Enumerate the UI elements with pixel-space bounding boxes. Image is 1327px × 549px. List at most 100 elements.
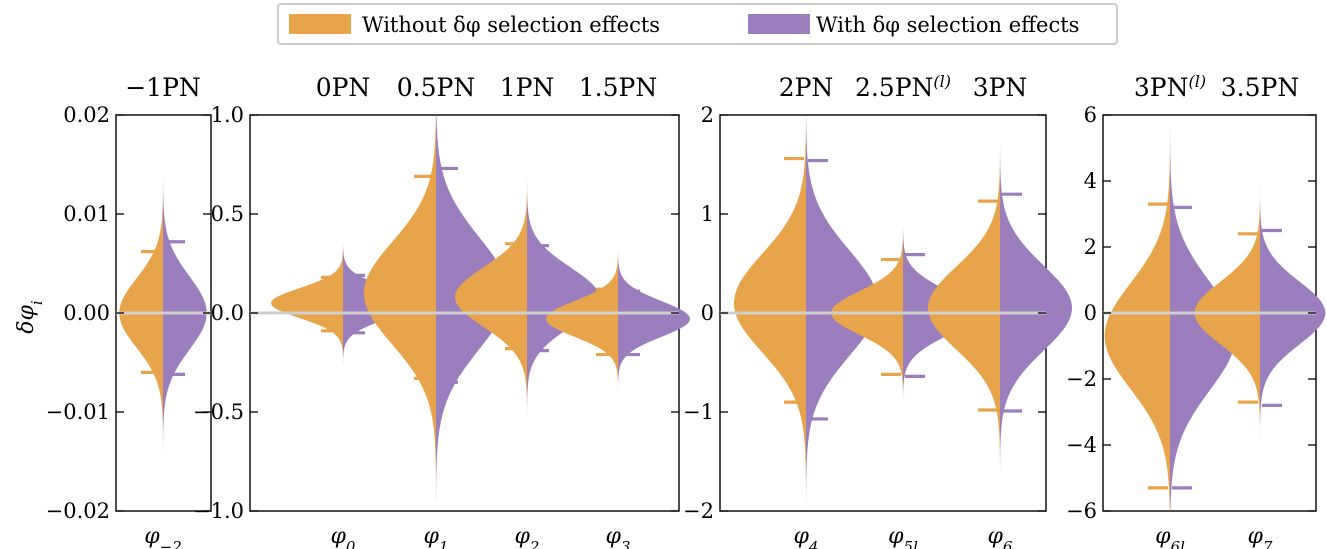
x-tick-subscript: 4 [808, 538, 819, 549]
y-tick-label: 0 [1084, 301, 1097, 325]
violin-without-0 [271, 134, 343, 432]
y-tick-label: 0 [701, 301, 714, 325]
y-tick-label: 2 [1084, 235, 1097, 259]
panel-title-1-0: 0PN [316, 73, 371, 102]
panel-title-text: 1.5PN [579, 73, 657, 102]
x-tick-symbol: φ [331, 524, 347, 549]
x-tick-label-3: φ3 [606, 524, 631, 549]
panel-0: φ−2 0.02 0.01 0.00 −0.01 −0.02 −1PN [46, 73, 212, 549]
y-tick-label: −1.0 [193, 499, 244, 523]
legend-frame [277, 3, 1118, 45]
y-tick-label: 0.01 [63, 202, 110, 226]
y-tick-label: 0.5 [211, 202, 244, 226]
y-tick-label: −2 [683, 499, 714, 523]
panel-title-0-0: −1PN [125, 73, 201, 102]
panel-title-superscript: (l) [933, 72, 951, 91]
panel-title-2-2: 3PN [973, 73, 1028, 102]
panel-title-2-0: 2PN [779, 73, 834, 102]
violin-without-1 [364, 115, 436, 502]
y-tick-label: 0.02 [63, 103, 110, 127]
violin-with-−2 [163, 124, 207, 497]
y-tick-label: 0.00 [63, 301, 110, 325]
x-tick-subscript: 6l [1171, 538, 1186, 549]
x-tick-subscript: 7 [1263, 538, 1273, 549]
x-tick-symbol: φ [888, 524, 904, 549]
x-tick-subscript: 6 [1003, 538, 1013, 549]
y-tick-label: 4 [1084, 169, 1097, 193]
legend-swatch-with [748, 14, 810, 34]
x-tick-subscript: 2 [529, 538, 540, 549]
x-tick-label-7: φ7 [1248, 524, 1273, 549]
x-tick-label-0: φ0 [331, 524, 356, 549]
panel-title-text: 2PN [779, 73, 834, 102]
panel-title-text: 1PN [500, 73, 555, 102]
x-tick-label-4: φ4 [794, 524, 819, 549]
y-tick-label: 2 [701, 103, 714, 127]
panel-title-text: 0PN [316, 73, 371, 102]
panel-title-1-1: 0.5PN [397, 73, 475, 102]
violin-without-5l [831, 164, 903, 472]
x-tick-symbol: φ [988, 524, 1004, 549]
legend-label-without: Without δφ selection effects [362, 13, 660, 37]
y-tick-label: −2 [1066, 367, 1097, 391]
y-axis-label: δφi [14, 300, 46, 334]
y-tick-label: −0.5 [193, 400, 244, 424]
violin-without-−2 [119, 124, 163, 497]
x-tick-label-6l: φ6l [1155, 524, 1185, 549]
panel-title-1-3: 1.5PN [579, 73, 657, 102]
x-tick-symbol: φ [606, 524, 622, 549]
y-tick-label: 1 [701, 202, 714, 226]
x-tick-symbol: φ [794, 524, 810, 549]
y-tick-label: −0.02 [46, 499, 110, 523]
panel-title-text: 3PN [973, 73, 1028, 102]
panel-title-3-1: 3.5PN [1221, 73, 1299, 102]
panel-title-2-1: 2.5PN(l) [855, 72, 951, 103]
violin-without-2 [455, 115, 527, 482]
y-tick-label: −0.01 [46, 400, 110, 424]
y-tick-label: −4 [1066, 433, 1097, 457]
violin-with-2 [527, 115, 599, 482]
x-tick-label-−2: φ−2 [144, 524, 182, 549]
y-tick-label: −6 [1066, 499, 1097, 523]
violin-without-4 [734, 115, 806, 507]
y-tick-label: 6 [1084, 103, 1097, 127]
x-tick-subscript: 0 [346, 538, 356, 549]
x-tick-subscript: 1 [439, 538, 449, 549]
violin-with-0 [343, 134, 415, 432]
y-tick-label: −1 [683, 400, 714, 424]
x-tick-symbol: φ [1155, 524, 1171, 549]
x-tick-symbol: φ [1248, 524, 1264, 549]
x-tick-label-1: φ1 [424, 524, 449, 549]
y-tick-label: 1.0 [211, 103, 244, 127]
violin-with-3 [618, 164, 690, 452]
violin-without-3 [546, 164, 618, 452]
panel-title-superscript: (l) [1189, 72, 1207, 91]
panel-title-1-2: 1PN [500, 73, 555, 102]
y-tick-label: 0.0 [211, 301, 244, 325]
panel-title-text: 2.5PN [855, 73, 933, 102]
legend-label-with: With δφ selection effects [816, 13, 1079, 37]
panel-title-3-0: 3PN(l) [1134, 72, 1206, 103]
x-tick-subscript: 3 [621, 538, 631, 549]
legend: Without δφ selection effects With δφ sel… [277, 3, 1118, 45]
x-tick-subscript: 5l [904, 538, 919, 549]
x-tick-subscript: −2 [160, 538, 182, 549]
y-axis-label-sub: i [28, 300, 46, 305]
x-tick-label-6: φ6 [988, 524, 1013, 549]
legend-swatch-without [289, 14, 351, 34]
x-tick-symbol: φ [144, 524, 160, 549]
x-tick-label-5l: φ5l [888, 524, 918, 549]
panel-title-text: 3PN [1134, 73, 1189, 102]
violin-without-6l [1104, 121, 1170, 511]
x-tick-symbol: φ [515, 524, 531, 549]
y-axis-label-main: δφ [14, 304, 39, 333]
x-tick-label-2: φ2 [515, 524, 540, 549]
x-tick-symbol: φ [424, 524, 440, 549]
panel-title-text: −1PN [125, 73, 201, 102]
panel-title-text: 3.5PN [1221, 73, 1299, 102]
panel-title-text: 0.5PN [397, 73, 475, 102]
